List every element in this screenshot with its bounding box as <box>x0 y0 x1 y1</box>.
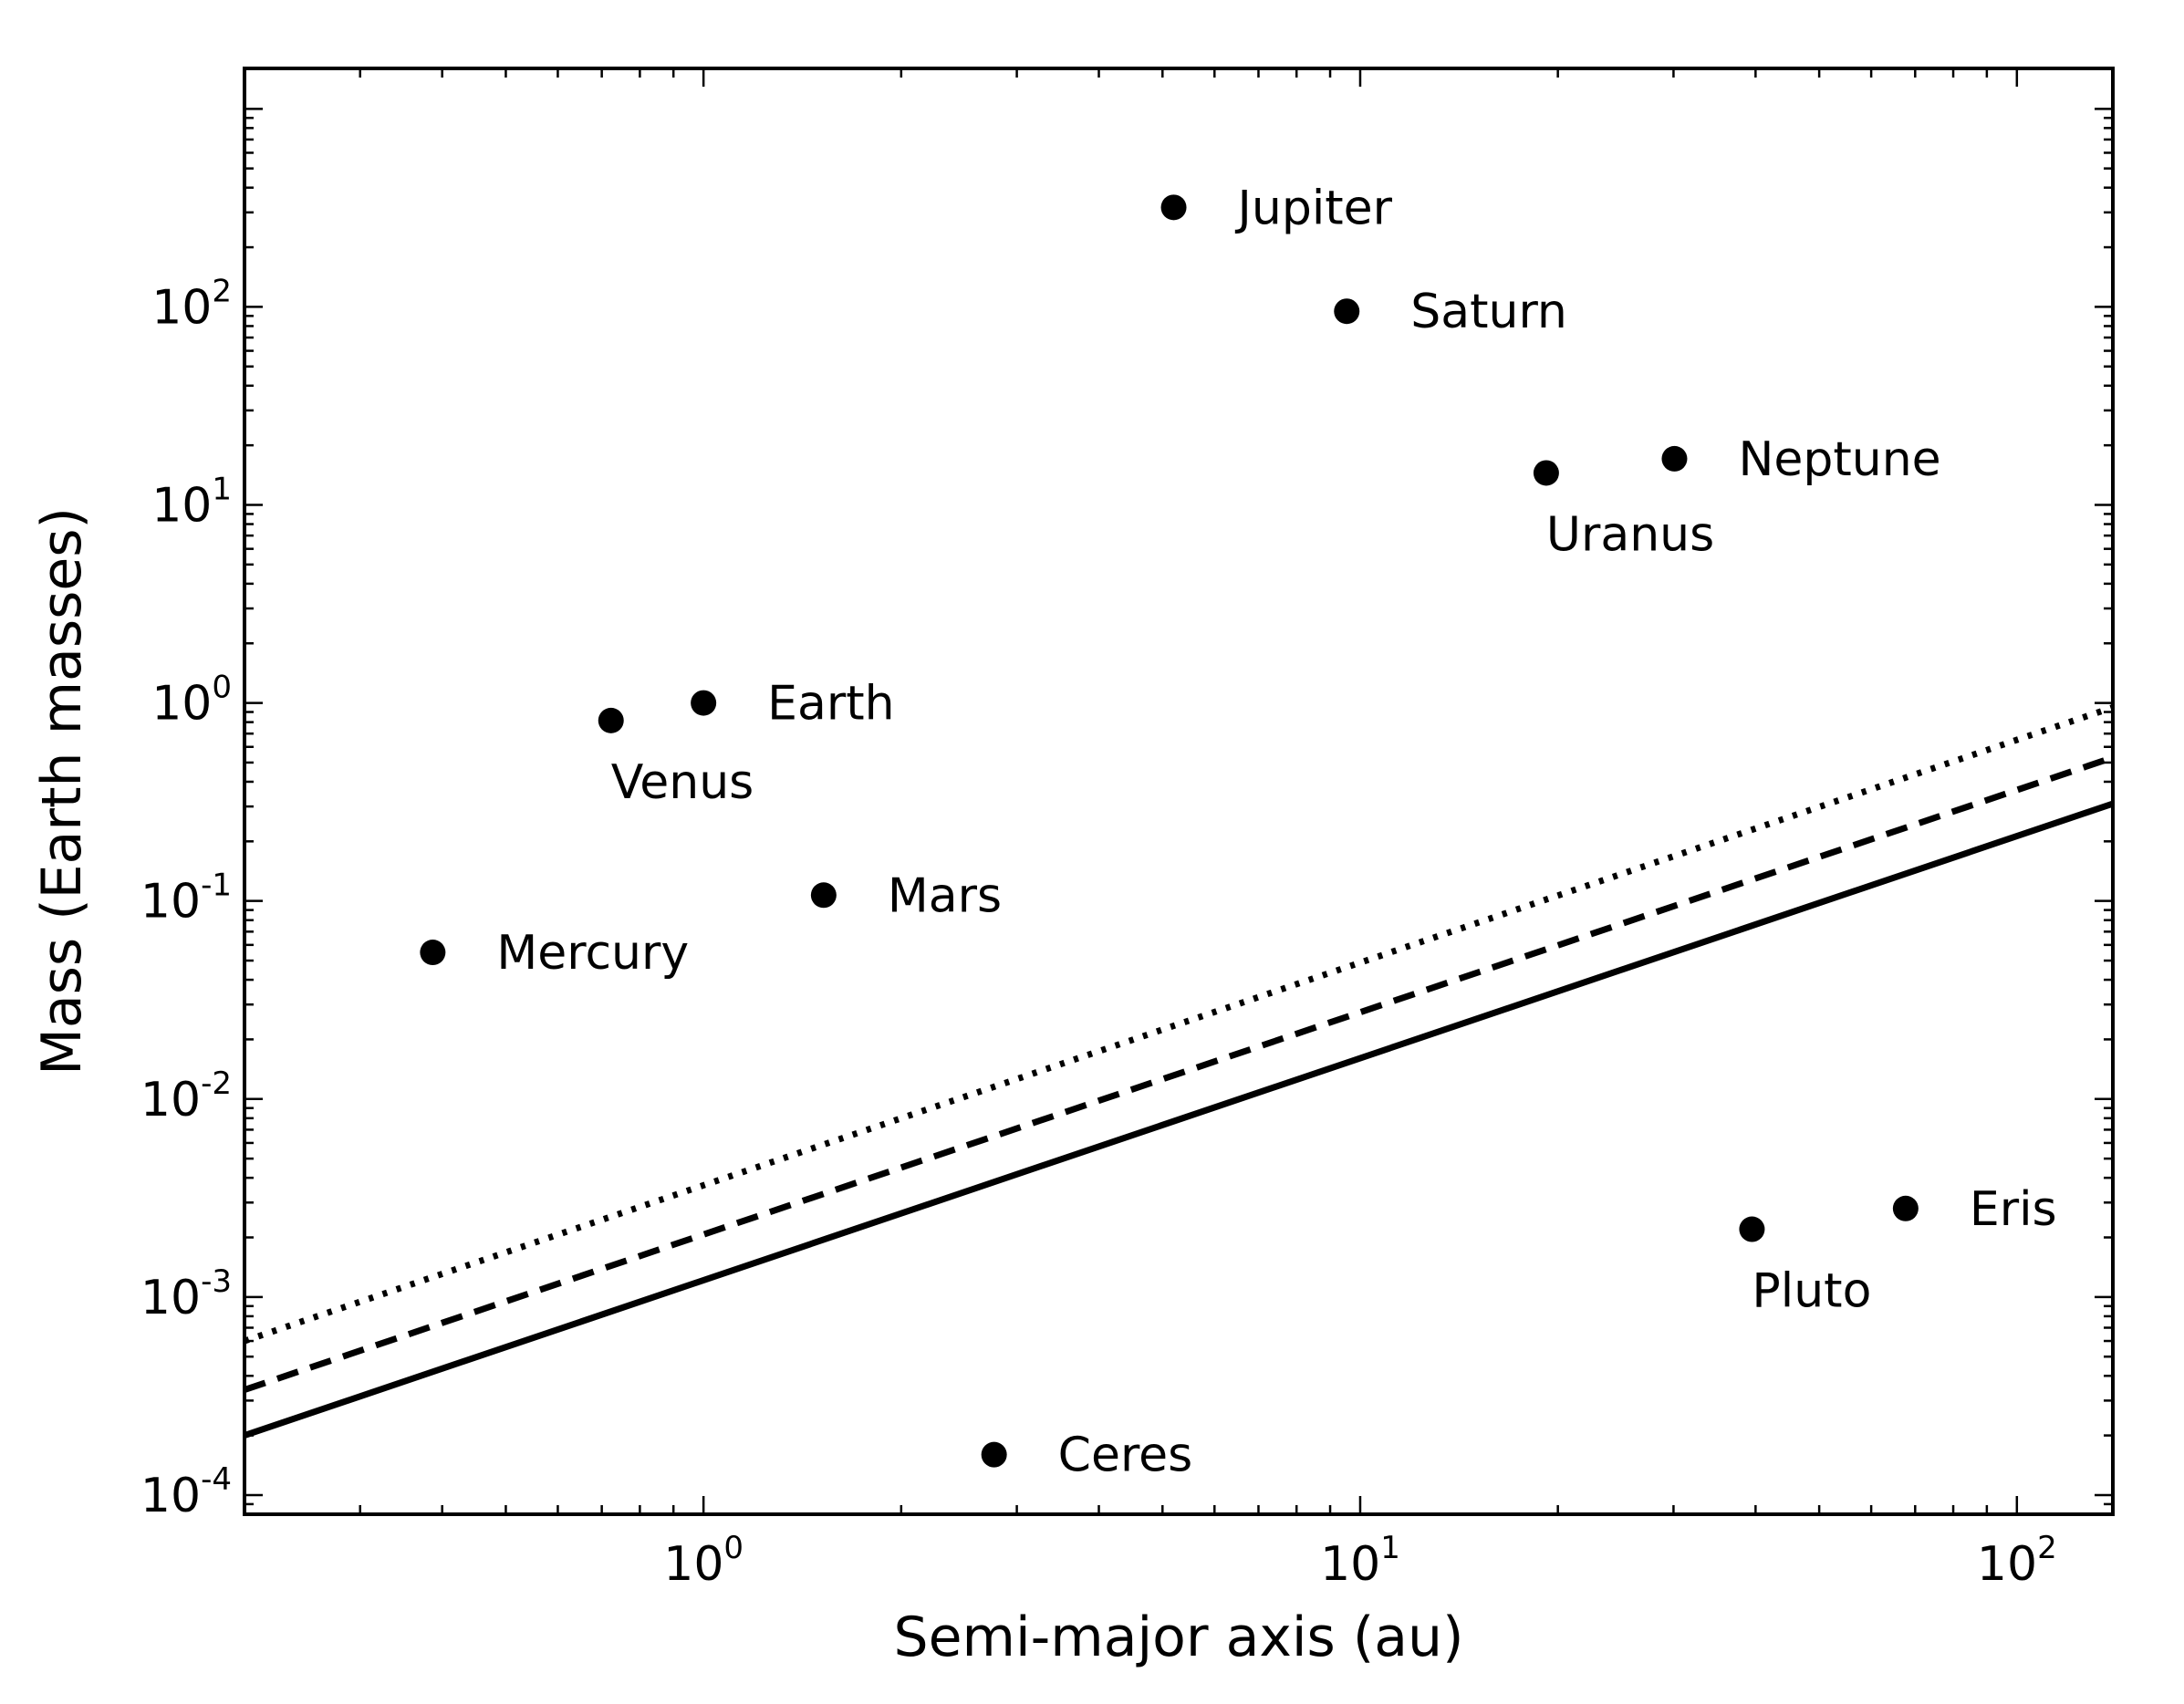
line-solid <box>243 800 2115 1439</box>
point-label-neptune: Neptune <box>1738 432 1940 487</box>
point-uranus <box>1533 460 1559 486</box>
y-axis-label: Mass (Earth masses) <box>30 507 94 1075</box>
point-jupiter <box>1160 194 1187 221</box>
y-tick-label: 10-2 <box>140 1065 232 1127</box>
y-tick-label: 101 <box>151 471 232 533</box>
x-axis-label: Semi-major axis (au) <box>894 1605 1464 1669</box>
point-earth <box>691 690 717 716</box>
y-tick-label: 10-4 <box>140 1461 232 1523</box>
point-pluto <box>1739 1216 1765 1242</box>
x-tick-label: 101 <box>1320 1530 1400 1592</box>
point-label-earth: Earth <box>767 677 894 732</box>
point-mars <box>810 882 837 909</box>
point-venus <box>598 707 624 733</box>
x-tick-label: 100 <box>663 1530 744 1592</box>
point-neptune <box>1661 445 1688 472</box>
point-saturn <box>1334 298 1360 325</box>
point-label-eris: Eris <box>1970 1182 2057 1237</box>
point-label-ceres: Ceres <box>1058 1429 1193 1483</box>
point-ceres <box>981 1441 1007 1468</box>
point-label-mercury: Mercury <box>496 926 689 981</box>
point-label-saturn: Saturn <box>1410 285 1567 339</box>
point-label-mars: Mars <box>888 868 1002 923</box>
y-tick-label: 10-3 <box>140 1263 232 1325</box>
point-label-uranus: Uranus <box>1546 507 1714 562</box>
y-tick-label: 100 <box>151 670 232 732</box>
line-dotted <box>243 704 2115 1345</box>
threshold-lines <box>243 704 2115 1439</box>
point-label-pluto: Pluto <box>1752 1264 1871 1319</box>
x-tick-label: 102 <box>1977 1530 2057 1592</box>
point-mercury <box>420 940 446 966</box>
plot-frame <box>243 67 2115 1516</box>
y-tick-label: 10-1 <box>140 868 232 930</box>
y-tick-label: 102 <box>151 273 232 335</box>
point-label-jupiter: Jupiter <box>1235 181 1393 235</box>
line-dashed <box>243 754 2115 1393</box>
point-label-venus: Venus <box>611 755 754 810</box>
point-eris <box>1892 1195 1919 1221</box>
ticks-group: 100 101 102 10-4 10-3 10-2 10-1 100 101 102 <box>140 68 2113 1592</box>
